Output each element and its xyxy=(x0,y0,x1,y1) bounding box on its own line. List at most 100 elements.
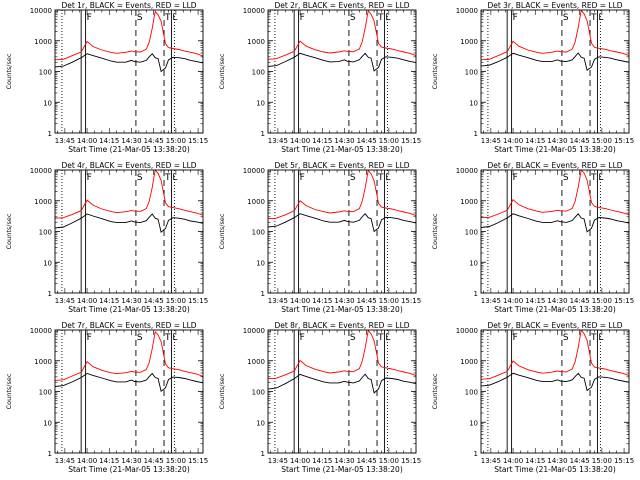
x-axis-label: Start Time (21-Mar-05 13:38:20) xyxy=(281,305,403,314)
x-tick-label: 15:00 xyxy=(592,297,612,305)
y-tick-label: 10000 xyxy=(30,7,52,15)
x-tick-label: 15:15 xyxy=(401,137,421,145)
interval-marker-label: S xyxy=(137,333,143,343)
interval-marker-label: L xyxy=(598,173,603,183)
y-tick-label: 1000 xyxy=(460,358,478,366)
y-tick-label: 100 xyxy=(252,229,265,237)
x-tick-label: 13:45 xyxy=(481,457,501,465)
y-tick-label: 1000 xyxy=(247,198,265,206)
x-tick-label: 14:15 xyxy=(312,137,332,145)
y-tick-label: 100 xyxy=(465,69,478,77)
y-tick-label: 100 xyxy=(39,69,52,77)
interval-marker-label: S xyxy=(137,173,143,183)
y-tick-label: 10 xyxy=(256,259,265,267)
y-tick-label: 10 xyxy=(43,419,52,427)
plot-frame xyxy=(54,9,204,134)
interval-marker-label: T xyxy=(590,173,597,183)
series-events xyxy=(55,53,203,73)
x-tick-label: 14:45 xyxy=(357,297,377,305)
interval-marker-label: L xyxy=(172,13,177,23)
panel-title: Det 8r, BLACK = Events, RED = LLD xyxy=(274,321,409,330)
x-tick-label: 14:00 xyxy=(77,457,97,465)
y-axis-label: Counts/sec xyxy=(218,53,226,89)
x-tick-label: 14:00 xyxy=(290,137,310,145)
x-tick-label: 14:45 xyxy=(144,297,164,305)
x-tick-label: 15:00 xyxy=(592,457,612,465)
y-tick-label: 1000 xyxy=(460,198,478,206)
interval-marker-label: S xyxy=(350,333,356,343)
series-events xyxy=(481,372,629,392)
y-axis-label: Counts/sec xyxy=(5,53,13,89)
x-tick-label: 14:15 xyxy=(312,457,332,465)
interval-marker-label: T xyxy=(377,173,384,183)
interval-marker-label: F xyxy=(300,333,305,343)
series-events xyxy=(55,372,203,392)
plot-frame xyxy=(480,329,630,454)
y-tick-label: 1 xyxy=(261,130,265,138)
x-tick-label: 14:15 xyxy=(99,457,119,465)
panel-title: Det 4r, BLACK = Events, RED = LLD xyxy=(61,161,196,170)
series-lld xyxy=(268,10,416,60)
x-tick-label: 13:45 xyxy=(55,137,75,145)
x-axis-label: Start Time (21-Mar-05 13:38:20) xyxy=(68,465,190,474)
x-tick-label: 14:00 xyxy=(503,457,523,465)
y-tick-label: 1 xyxy=(474,290,478,298)
y-tick-label: 10000 xyxy=(243,327,265,335)
interval-marker-label: F xyxy=(513,333,518,343)
y-tick-label: 1000 xyxy=(247,358,265,366)
y-axis-label: Counts/sec xyxy=(218,373,226,409)
y-tick-label: 1 xyxy=(261,290,265,298)
x-tick-label: 14:45 xyxy=(357,137,377,145)
x-tick-label: 14:00 xyxy=(77,137,97,145)
series-events xyxy=(481,52,629,71)
plot-frame xyxy=(480,169,630,294)
x-tick-label: 14:00 xyxy=(503,137,523,145)
x-tick-label: 15:00 xyxy=(166,297,186,305)
x-tick-label: 15:15 xyxy=(401,297,421,305)
interval-marker-label: F xyxy=(300,173,305,183)
x-tick-label: 14:00 xyxy=(503,297,523,305)
x-tick-label: 14:15 xyxy=(525,297,545,305)
x-tick-label: 14:45 xyxy=(570,297,590,305)
x-tick-label: 14:00 xyxy=(290,457,310,465)
plot-frame xyxy=(54,169,204,294)
y-tick-label: 10000 xyxy=(30,327,52,335)
panel-title: Det 9r, BLACK = Events, RED = LLD xyxy=(487,321,622,330)
y-axis-label: Counts/sec xyxy=(218,213,226,249)
interval-marker-label: L xyxy=(598,333,603,343)
y-tick-label: 1000 xyxy=(247,38,265,46)
plot-frame xyxy=(267,9,417,134)
x-tick-label: 15:15 xyxy=(401,457,421,465)
panel-8: Det 8r, BLACK = Events, RED = LLD Counts/… xyxy=(218,321,421,474)
x-axis-label: Start Time (21-Mar-05 13:38:20) xyxy=(68,145,190,154)
y-tick-label: 10000 xyxy=(243,167,265,175)
panel-7: Det 7r, BLACK = Events, RED = LLD Counts/… xyxy=(5,321,208,474)
y-tick-label: 10000 xyxy=(243,7,265,15)
x-tick-label: 14:15 xyxy=(312,297,332,305)
plot-frame xyxy=(480,9,630,134)
x-tick-label: 14:15 xyxy=(525,457,545,465)
y-tick-label: 10 xyxy=(43,259,52,267)
x-tick-label: 15:15 xyxy=(188,137,208,145)
interval-marker-label: L xyxy=(385,333,390,343)
y-tick-label: 100 xyxy=(39,229,52,237)
x-tick-label: 15:15 xyxy=(188,297,208,305)
interval-marker-label: L xyxy=(598,13,603,23)
x-tick-label: 15:00 xyxy=(379,457,399,465)
x-tick-label: 14:30 xyxy=(334,137,354,145)
x-axis-label: Start Time (21-Mar-05 13:38:20) xyxy=(494,145,616,154)
x-tick-label: 14:30 xyxy=(121,137,141,145)
x-tick-label: 14:15 xyxy=(99,297,119,305)
panel-1: Det 1r, BLACK = Events, RED = LLD Counts/… xyxy=(5,1,208,154)
panel-3: Det 3r, BLACK = Events, RED = LLD Counts/… xyxy=(431,1,634,154)
y-tick-label: 100 xyxy=(252,69,265,77)
y-axis-label: Counts/sec xyxy=(431,373,439,409)
panel-title: Det 2r, BLACK = Events, RED = LLD xyxy=(274,1,409,10)
x-tick-label: 14:45 xyxy=(144,137,164,145)
series-events xyxy=(268,213,416,233)
x-tick-label: 14:15 xyxy=(99,137,119,145)
y-axis-label: Counts/sec xyxy=(431,213,439,249)
x-tick-label: 13:45 xyxy=(481,297,501,305)
y-axis-label: Counts/sec xyxy=(5,213,13,249)
